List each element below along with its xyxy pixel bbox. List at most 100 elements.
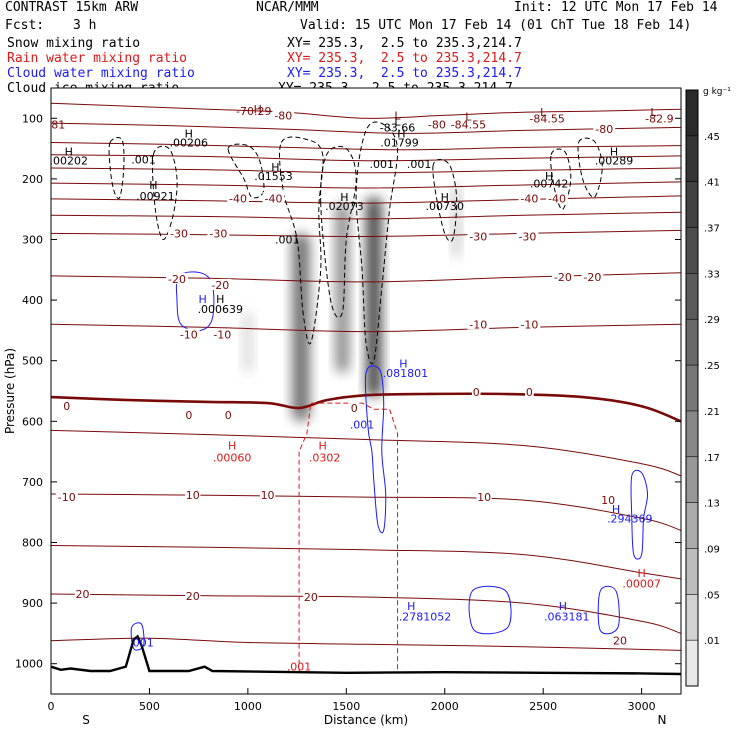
rain-contour bbox=[298, 402, 398, 673]
contour-value-label: 0 bbox=[351, 402, 358, 415]
isotherm-line bbox=[51, 181, 681, 189]
cloud-ice-contour bbox=[355, 121, 399, 365]
isotherm-line bbox=[51, 593, 681, 634]
contour-label-background bbox=[177, 328, 200, 340]
cloud-ice-contours bbox=[108, 121, 603, 365]
cloud-ice-contour bbox=[279, 136, 324, 345]
x-tick-label: 0 bbox=[48, 700, 55, 713]
contour-value-label: 20 bbox=[186, 590, 200, 603]
contour-value-label: .01799 bbox=[380, 137, 419, 150]
colorbar-tick-label: .45 bbox=[704, 132, 720, 143]
contour-value-label: .001 bbox=[350, 418, 375, 431]
cloud-ice-contour bbox=[108, 137, 125, 200]
plot-frame bbox=[50, 87, 682, 695]
cloud-water-contours bbox=[130, 271, 649, 651]
contour-value-label: .001 bbox=[407, 158, 432, 171]
contour-value-label: -83.66 bbox=[380, 121, 415, 134]
y-tick-label: 700 bbox=[22, 476, 43, 489]
contour-value-label: -40 bbox=[520, 192, 538, 205]
extremum-marker: L bbox=[394, 115, 401, 128]
colorbar-tick-label: .37 bbox=[704, 224, 720, 235]
x-axis-label: Distance (km) bbox=[324, 713, 408, 727]
legend-cloud-water-xy: XY= 235.3, 2.5 to 235.3,214.7 bbox=[287, 66, 522, 81]
org-title: NCAR/MMM bbox=[256, 0, 319, 15]
isotherm-line bbox=[51, 102, 681, 119]
legend-rain-xy: XY= 235.3, 2.5 to 235.3,214.7 bbox=[287, 51, 522, 66]
contour-value-label: .00007 bbox=[622, 578, 661, 591]
x-tick-label: 2000 bbox=[431, 700, 459, 713]
contour-value-label: -80 bbox=[428, 118, 446, 131]
contour-value-label: .00206 bbox=[170, 137, 209, 150]
isotherm-line bbox=[51, 493, 681, 531]
extremum-marker: H bbox=[397, 127, 405, 140]
extremum-marker: H bbox=[399, 358, 407, 371]
y-tick-label: 400 bbox=[22, 294, 43, 307]
contour-label-background bbox=[546, 192, 568, 204]
contour-value-label: -80 bbox=[595, 123, 613, 136]
terrain-line bbox=[51, 634, 681, 676]
isotherm-line bbox=[51, 211, 681, 220]
contour-label-background bbox=[227, 192, 249, 204]
cloud-water-contour bbox=[468, 585, 512, 635]
contour-value-label: .063181 bbox=[544, 610, 590, 623]
contour-value-label: 10 bbox=[477, 491, 491, 504]
terrain-profile bbox=[51, 634, 681, 676]
legend-snow-xy: XY= 235.3, 2.5 to 235.3,214.7 bbox=[287, 36, 522, 51]
cloud-ice-contour bbox=[550, 148, 572, 210]
contour-labels: H-70.29 -80 L L L L-84.55 -84.55 -82.9-80-804.8… bbox=[51, 103, 674, 674]
contour-value-label: 0 bbox=[185, 409, 192, 422]
contour-label-background bbox=[525, 386, 534, 398]
contour-value-label: .2781052 bbox=[399, 610, 452, 623]
contour-label-background bbox=[600, 494, 616, 506]
contour-label-background bbox=[551, 271, 574, 283]
colorbar-swatch bbox=[686, 319, 698, 366]
y-tick-label: 200 bbox=[22, 173, 43, 186]
isotherm-line bbox=[51, 323, 681, 333]
contour-label-background bbox=[272, 109, 295, 121]
snow-cell bbox=[335, 203, 350, 373]
init-time: Init: 12 UTC Mon 17 Feb 14 bbox=[514, 0, 718, 15]
contour-label-background bbox=[209, 278, 232, 290]
forecast-value: 3 h bbox=[73, 18, 97, 33]
colorbar-swatch bbox=[686, 181, 698, 229]
legend-snow-name: Snow mixing ratio bbox=[7, 36, 141, 51]
extremum-marker: H bbox=[637, 567, 645, 580]
cloud-water-contour bbox=[630, 469, 649, 560]
contour-value-label: -10 bbox=[180, 329, 198, 342]
valid-time: Valid: 15 UTC Mon 17 Feb 14 (01 ChT Tue … bbox=[300, 18, 692, 33]
colorbar-frame bbox=[685, 89, 699, 687]
isotherm-line bbox=[51, 637, 681, 651]
y-tick-label: 100 bbox=[22, 112, 43, 125]
colorbar-tick-label: .25 bbox=[704, 361, 720, 372]
colorbar-swatch bbox=[686, 135, 698, 183]
contour-value-label: 20 bbox=[76, 588, 90, 601]
contour-value-label: .0302 bbox=[309, 452, 341, 465]
contour-value-label: -20 bbox=[211, 279, 229, 292]
contour-value-label: .001 bbox=[275, 234, 300, 247]
isotherm-line bbox=[51, 122, 681, 134]
model-title: CONTRAST 15km ARW bbox=[5, 0, 139, 15]
extremum-marker: L bbox=[540, 106, 547, 119]
snow-cell bbox=[366, 197, 382, 398]
extremum-marker: H bbox=[254, 103, 262, 116]
colorbar-tick-label: .05 bbox=[704, 590, 720, 601]
contour-value-label: -40 bbox=[229, 192, 247, 205]
extremum-marker: H bbox=[319, 440, 327, 453]
extremum-marker: H bbox=[198, 293, 206, 306]
y-tick-label: 300 bbox=[22, 234, 43, 247]
colorbar-swatch bbox=[686, 456, 698, 504]
cloud-ice-contour bbox=[432, 158, 458, 242]
cloud-water-contour bbox=[597, 585, 620, 635]
colorbar-unit: g kg⁻¹ bbox=[703, 87, 731, 97]
colorbar-tick-label: .09 bbox=[704, 544, 720, 555]
contour-label-background bbox=[467, 318, 490, 330]
contour-value-label: -30 bbox=[170, 227, 188, 240]
x-tick-label: 2500 bbox=[529, 700, 557, 713]
cloud-ice-contour bbox=[320, 145, 357, 319]
contour-value-label: -82.9 bbox=[645, 112, 673, 125]
x-tick-label: 1500 bbox=[332, 700, 360, 713]
y-tick-label: 600 bbox=[22, 415, 43, 428]
contour-value-label: -80 bbox=[274, 109, 292, 122]
contour-label-background bbox=[581, 271, 604, 283]
x-axis-north-label: N bbox=[658, 713, 667, 727]
